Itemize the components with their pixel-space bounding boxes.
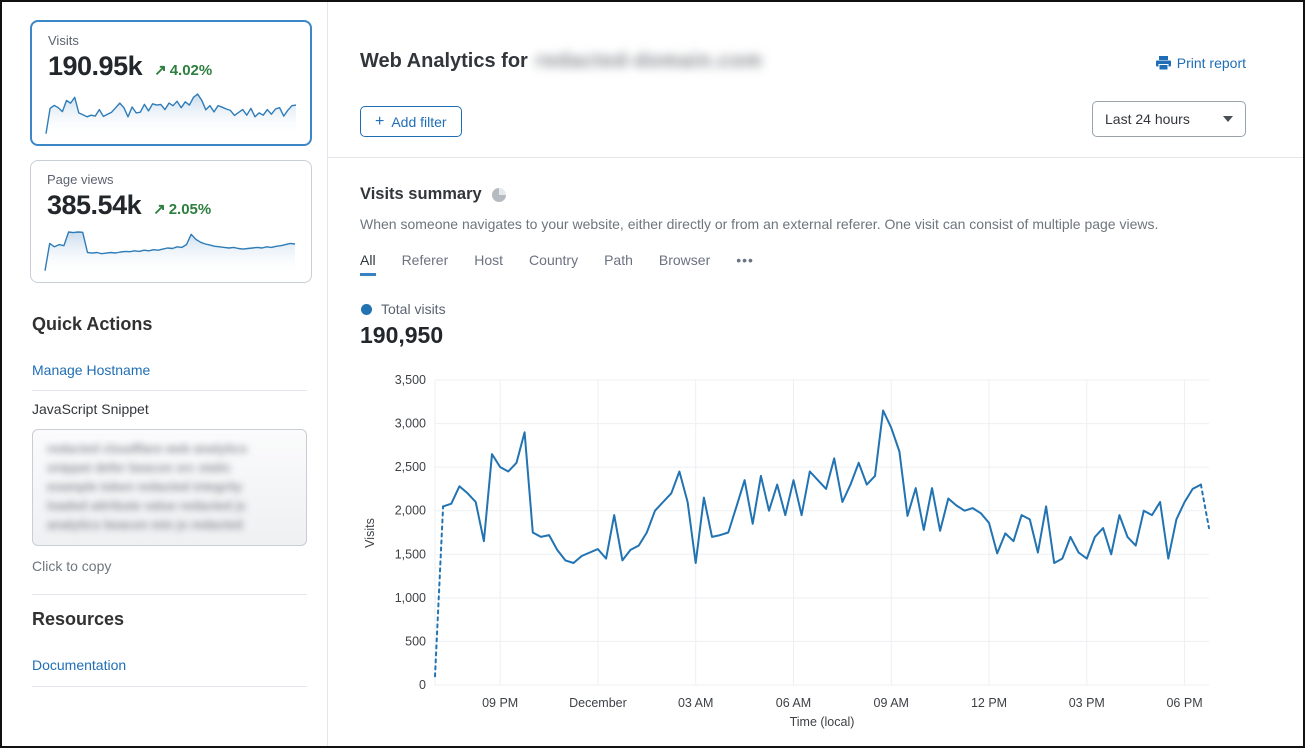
visits-summary-title: Visits summary (360, 185, 482, 203)
y-tick-label: 1,000 (395, 591, 426, 605)
sparkline-line (44, 231, 296, 271)
tab-path[interactable]: Path (604, 248, 633, 276)
y-axis-title: Visits (363, 518, 377, 548)
main-panel: Web Analytics for redacted-domain.com Pr… (328, 2, 1303, 746)
redacted-snippet-line: redacted cloudflare web analytics (47, 442, 248, 456)
add-filter-button[interactable]: + Add filter (360, 106, 462, 137)
tab-country[interactable]: Country (529, 248, 578, 276)
visits-summary-description: When someone navigates to your website, … (360, 216, 1159, 232)
sidebar-divider (32, 390, 307, 391)
x-tick-label: 03 AM (678, 696, 713, 710)
visits-line-series (442, 409, 1202, 564)
sidebar-divider (32, 594, 307, 595)
legend-dot-icon (361, 303, 372, 315)
sidebar-divider (32, 686, 307, 687)
manage-hostname-link[interactable]: Manage Hostname (32, 362, 151, 378)
chevron-down-icon (1223, 116, 1233, 122)
x-tick-label: 06 AM (776, 696, 811, 710)
dimension-tabs: All Referer Host Country Path Browser ••… (360, 248, 780, 276)
x-axis-title: Time (local) (790, 715, 855, 729)
visits-line-series (1199, 483, 1210, 530)
x-tick-label: 06 PM (1166, 696, 1202, 710)
page-title-row: Web Analytics for redacted-domain.com (360, 50, 763, 73)
page-title: Web Analytics for (360, 50, 528, 72)
redacted-snippet-line: loaded attribute value redacted js (47, 499, 246, 513)
tab-referer[interactable]: Referer (402, 248, 449, 276)
js-snippet-code-box[interactable]: redacted cloudflare web analytics snippe… (32, 429, 307, 546)
total-visits-number: 190,950 (360, 322, 444, 348)
add-filter-label: Add filter (391, 113, 447, 130)
printer-icon (1155, 56, 1171, 70)
y-tick-label: 2,500 (395, 460, 426, 474)
trend-up-icon: ↗ (153, 201, 166, 218)
redacted-snippet-line: analytics beacon min js redacted (47, 518, 243, 532)
sparkline-line (45, 93, 297, 134)
visits-card-label: Visits (48, 33, 79, 48)
visits-card-value: 190.95k (48, 51, 143, 81)
trend-up-icon: ↗ (154, 62, 167, 79)
sparkline-area (45, 232, 295, 275)
sidebar: Visits 190.95k ↗ 4.02% Page views 385.54k… (2, 2, 328, 746)
y-tick-label: 3,500 (395, 373, 426, 387)
tab-more-ellipsis[interactable]: ••• (736, 248, 754, 276)
x-tick-label: 09 AM (874, 696, 909, 710)
visits-line-series (434, 505, 445, 678)
visits-chart: Visits Time (local) 0 500 1,000 1,500 2,000 2… (363, 373, 1210, 729)
pageviews-card-value: 385.54k (47, 190, 142, 220)
header-divider (328, 157, 1303, 158)
pageviews-stat-card[interactable]: Page views 385.54k ↗ 2.05% (30, 160, 312, 283)
chart-container: Visits Time (local) 0 500 1,000 1,500 2,000 2… (360, 370, 1260, 740)
x-tick-label: 12 PM (971, 696, 1007, 710)
x-tick-label: 09 PM (482, 696, 518, 710)
quick-actions-heading: Quick Actions (32, 314, 153, 334)
documentation-link[interactable]: Documentation (32, 657, 127, 673)
click-to-copy-hint: Click to copy (32, 558, 112, 574)
resources-heading: Resources (32, 609, 125, 629)
help-icon[interactable] (491, 187, 506, 202)
tab-host[interactable]: Host (474, 248, 503, 276)
redacted-domain: redacted-domain.com (535, 50, 763, 72)
print-report-label: Print report (1176, 55, 1246, 71)
y-tick-label: 2,000 (395, 504, 426, 518)
y-tick-label: 1,500 (395, 547, 426, 561)
visits-card-delta: ↗ 4.02% (154, 62, 213, 79)
legend-label: Total visits (381, 301, 446, 317)
visits-stat-card[interactable]: Visits 190.95k ↗ 4.02% (30, 20, 312, 146)
redacted-snippet-line: snippet defer beacon src static (47, 461, 232, 475)
time-range-select[interactable]: Last 24 hours (1092, 101, 1246, 137)
x-tick-label: December (569, 696, 627, 710)
print-report-button[interactable]: Print report (1155, 55, 1246, 71)
visits-sparkline-chart (45, 93, 297, 137)
y-tick-label: 3,000 (395, 417, 426, 431)
pageviews-sparkline-chart (44, 231, 296, 275)
chart-plot: 0 500 1,000 1,500 2,000 2,500 3,000 3,500 09 PM D… (395, 373, 1210, 710)
js-snippet-label: JavaScript Snippet (32, 401, 149, 417)
y-tick-label: 0 (419, 678, 426, 692)
pageviews-card-delta: ↗ 2.05% (153, 201, 212, 218)
y-tick-label: 500 (405, 634, 426, 648)
tab-all[interactable]: All (360, 248, 376, 276)
plus-icon: + (375, 112, 385, 130)
chart-legend: Total visits (361, 301, 446, 317)
sparkline-area (46, 94, 296, 137)
pageviews-card-label: Page views (47, 172, 114, 187)
x-tick-label: 03 PM (1069, 696, 1105, 710)
tab-browser[interactable]: Browser (659, 248, 710, 276)
redacted-snippet-line: example token redacted integrity (47, 480, 243, 494)
time-range-value: Last 24 hours (1105, 111, 1190, 127)
